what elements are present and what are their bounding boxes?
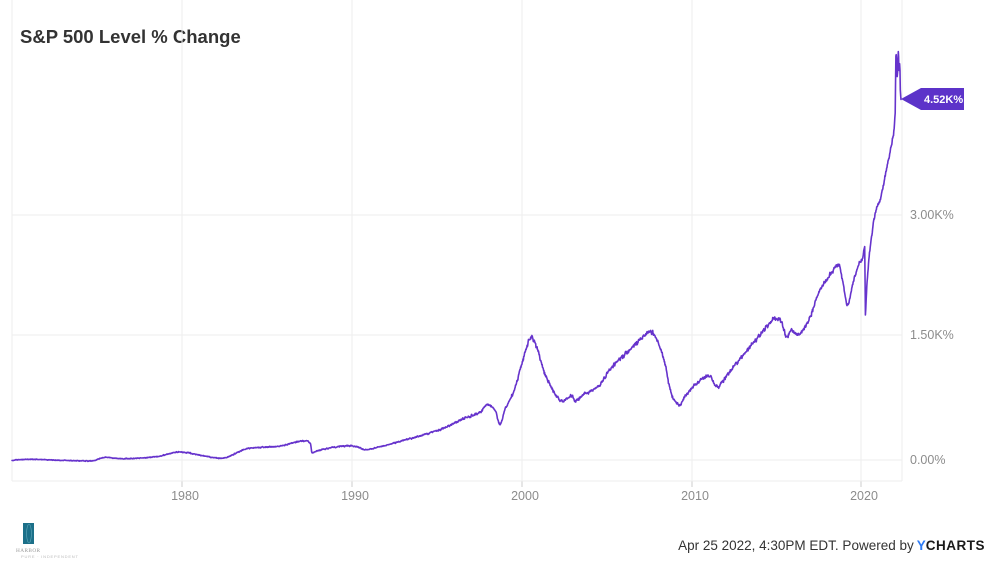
svg-text:PURE · INDEPENDENT: PURE · INDEPENDENT xyxy=(21,554,79,559)
svg-text:3.00K%: 3.00K% xyxy=(910,208,954,222)
svg-text:0.00%: 0.00% xyxy=(910,453,945,467)
svg-text:1980: 1980 xyxy=(171,489,199,503)
svg-text:1990: 1990 xyxy=(341,489,369,503)
svg-text:4.52K%: 4.52K% xyxy=(924,94,963,106)
svg-text:1.50K%: 1.50K% xyxy=(910,328,954,342)
svg-text:2000: 2000 xyxy=(511,489,539,503)
svg-text:2020: 2020 xyxy=(850,489,878,503)
svg-text:2010: 2010 xyxy=(681,489,709,503)
